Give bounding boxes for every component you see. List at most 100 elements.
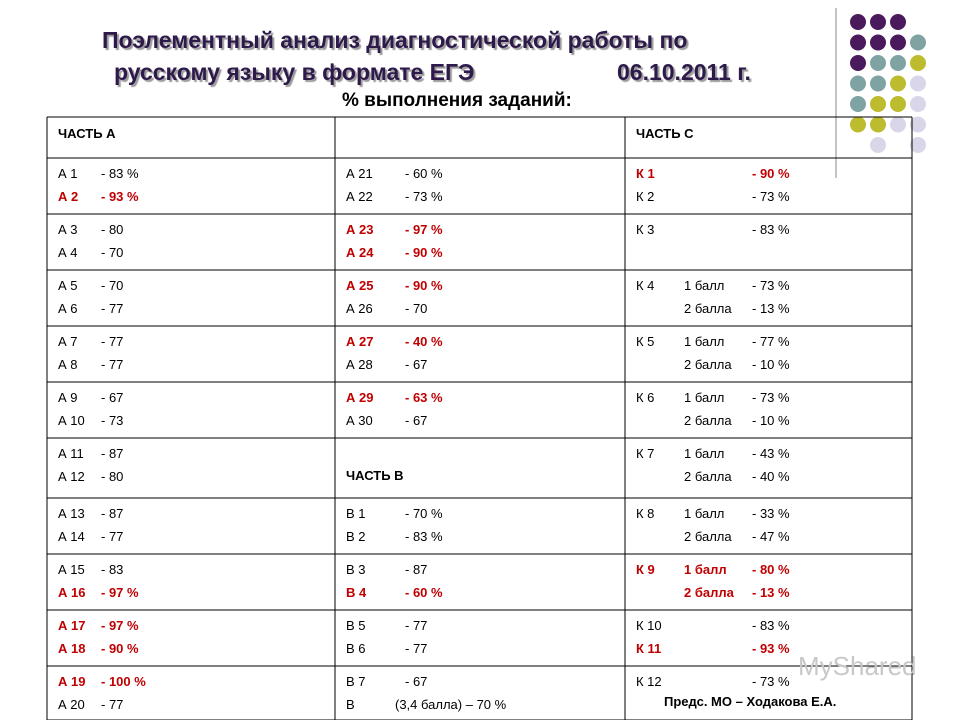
dot — [850, 116, 866, 133]
item-value: - 70 % — [405, 506, 443, 521]
item-value: - 70 — [405, 301, 428, 316]
item-label: А 17 — [58, 618, 86, 633]
dot — [870, 137, 886, 153]
item-value: - 67 — [405, 413, 428, 428]
item-label: А 10 — [58, 413, 85, 428]
dot — [870, 55, 886, 71]
header-cell: ЧАСТЬ С — [636, 126, 694, 141]
item-value: - 77 % — [752, 334, 790, 349]
item-label: А 20 — [58, 697, 85, 712]
dot — [910, 75, 926, 92]
dot-pattern — [850, 14, 926, 153]
item-value: - 43 % — [752, 446, 790, 461]
item-value: - 10 % — [752, 357, 790, 372]
item-sub: 1 балл — [684, 390, 725, 405]
item-value: - 90 % — [752, 166, 790, 181]
item-label: В 4 — [346, 585, 367, 600]
item-value: - 87 — [101, 446, 124, 461]
item-label: К 6 — [636, 390, 655, 405]
dot — [870, 14, 886, 30]
dot — [910, 96, 926, 112]
item-value: - 40 % — [405, 334, 443, 349]
item-value: - 10 % — [752, 413, 790, 428]
item-label: К 12 — [636, 674, 662, 689]
item-label: К 2 — [636, 189, 655, 204]
item-label: А 22 — [346, 189, 373, 204]
item-label: К 11 — [636, 641, 662, 656]
dot — [850, 75, 866, 92]
item-value: - 77 — [101, 301, 124, 316]
dot — [890, 14, 906, 30]
item-value: - 97 % — [101, 618, 139, 633]
item-value: - 47 % — [752, 529, 790, 544]
footer: Предс. МО – Ходакова Е.А. — [664, 694, 837, 709]
item-value: - 73 — [101, 413, 124, 428]
item-label: К 10 — [636, 618, 662, 633]
item-sub: 2 балла — [684, 357, 732, 372]
item-label: А 24 — [346, 245, 374, 260]
item-value: - 83 % — [101, 166, 139, 181]
dot — [850, 34, 866, 51]
item-label: В 2 — [346, 529, 366, 544]
title-line: русскому языку в формате ЕГЭ — [114, 59, 475, 85]
item-label: В 3 — [346, 562, 366, 577]
item-value: - 60 % — [405, 585, 443, 600]
item-label: А 21 — [346, 166, 373, 181]
item-sub: 2 балла — [684, 301, 732, 316]
item-label: А 7 — [58, 334, 78, 349]
item-value: - 80 — [101, 222, 124, 237]
item-value: - 87 — [405, 562, 428, 577]
item-value: - 70 — [101, 245, 124, 260]
title-line: Поэлементный анализ диагностической рабо… — [102, 27, 688, 53]
dot — [910, 137, 926, 153]
item-value: - 77 — [101, 357, 124, 372]
item-value: - 73 % — [405, 189, 443, 204]
item-label: А 28 — [346, 357, 373, 372]
item-label: А 9 — [58, 390, 78, 405]
item-sub: 1 балл — [684, 506, 725, 521]
item-sub: 2 балла — [684, 413, 732, 428]
item-label: А 3 — [58, 222, 78, 237]
item-value: - 93 % — [101, 189, 139, 204]
item-value: - 67 — [405, 674, 428, 689]
item-label: К 8 — [636, 506, 655, 521]
item-label: В — [346, 697, 355, 712]
item-sub: 2 балла — [684, 585, 734, 600]
item-value: - 70 — [101, 278, 124, 293]
dot — [870, 34, 886, 51]
item-sub: 2 балла — [684, 529, 732, 544]
item-label: А 2 — [58, 189, 79, 204]
item-label: А 5 — [58, 278, 78, 293]
item-value: - 13 % — [752, 301, 790, 316]
subtitle: % выполнения заданий: — [342, 90, 572, 111]
item-label: А 8 — [58, 357, 78, 372]
item-value: - 90 % — [405, 278, 443, 293]
item-value: - 97 % — [101, 585, 139, 600]
title-date: 06.10.2011 г. — [617, 59, 751, 85]
item-label: А 16 — [58, 585, 86, 600]
item-sub: 2 балла — [684, 469, 732, 484]
item-label: В 5 — [346, 618, 366, 633]
dot — [910, 55, 926, 71]
item-value: - 80 — [101, 469, 124, 484]
watermark: MyShared — [798, 651, 917, 681]
dot — [870, 75, 886, 92]
item-label: А 15 — [58, 562, 85, 577]
item-label: А 23 — [346, 222, 374, 237]
item-label: А 13 — [58, 506, 85, 521]
item-value: - 77 — [101, 697, 124, 712]
item-label: К 5 — [636, 334, 655, 349]
item-label: А 18 — [58, 641, 86, 656]
item-value: - 93 % — [752, 641, 790, 656]
item-sub: (3,4 балла) – 70 % — [395, 697, 507, 712]
item-label: А 25 — [346, 278, 374, 293]
item-value: - 73 % — [752, 278, 790, 293]
item-value: - 77 — [405, 641, 428, 656]
item-value: - 67 — [101, 390, 124, 405]
item-label: А 26 — [346, 301, 373, 316]
item-label: К 4 — [636, 278, 655, 293]
item-label: В 7 — [346, 674, 366, 689]
item-sub: 1 балл — [684, 278, 725, 293]
item-value: - 40 % — [752, 469, 790, 484]
dot — [850, 55, 866, 71]
